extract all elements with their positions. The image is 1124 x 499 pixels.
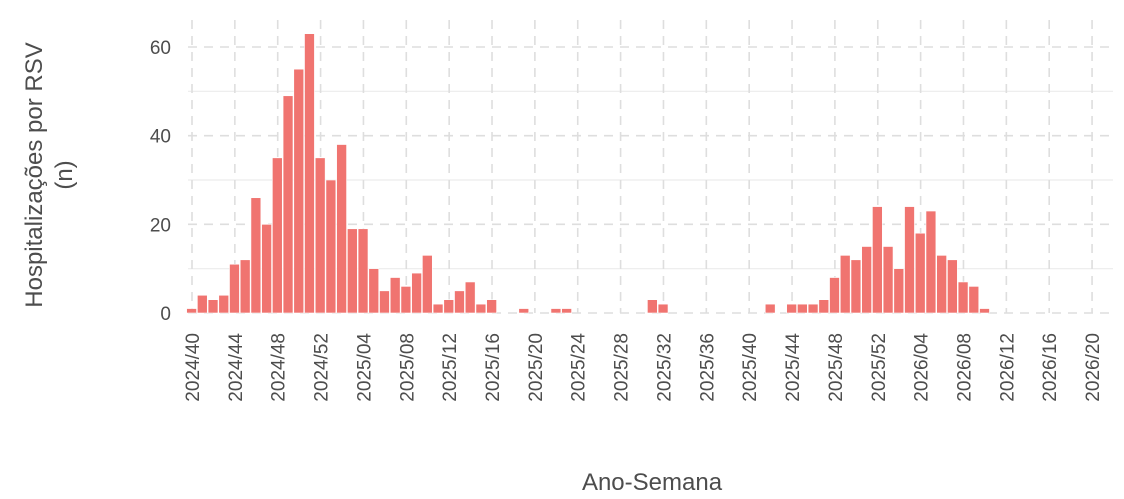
bar xyxy=(314,157,326,314)
bar xyxy=(797,303,808,314)
bar xyxy=(872,206,883,314)
bar xyxy=(561,308,572,314)
x-tick-label: 2025/44 xyxy=(783,333,804,402)
bar xyxy=(207,299,219,314)
bar xyxy=(261,224,272,314)
bar xyxy=(186,308,197,314)
bar xyxy=(325,179,337,314)
x-tick-label: 2026/16 xyxy=(1040,333,1061,402)
bar xyxy=(764,303,776,314)
bar xyxy=(518,308,530,314)
bar xyxy=(304,33,315,314)
x-tick-label: 2025/40 xyxy=(740,333,761,402)
y-tick-label: 40 xyxy=(150,127,171,148)
bar xyxy=(882,246,894,314)
x-axis-title: Ano-Semana xyxy=(582,469,723,496)
bar xyxy=(250,197,262,314)
x-tick-label: 2026/12 xyxy=(997,333,1018,402)
y-tick-label: 20 xyxy=(150,215,171,236)
x-tick-label: 2026/20 xyxy=(1083,333,1104,402)
bar xyxy=(818,299,830,314)
x-tick-label: 2024/52 xyxy=(312,333,333,402)
bar xyxy=(197,294,208,314)
bar xyxy=(957,281,969,314)
x-tick-label: 2025/52 xyxy=(869,333,890,402)
bar xyxy=(893,268,905,314)
bar xyxy=(229,263,240,314)
bar xyxy=(550,308,562,314)
x-tick-label: 2024/44 xyxy=(226,333,247,402)
bar xyxy=(947,259,958,314)
bar xyxy=(272,157,283,314)
bar xyxy=(850,259,862,314)
bar xyxy=(979,308,990,314)
bar xyxy=(968,286,980,314)
x-tick-label: 2025/32 xyxy=(654,333,675,402)
bar xyxy=(464,281,476,314)
bar xyxy=(368,268,380,314)
x-tick-label: 2026/08 xyxy=(954,333,975,402)
x-tick-label: 2025/36 xyxy=(697,333,718,402)
bar xyxy=(336,144,347,314)
x-tick-label: 2025/20 xyxy=(526,333,547,402)
bar xyxy=(379,290,390,314)
bar xyxy=(422,255,433,314)
bar xyxy=(443,299,455,314)
x-tick-label: 2024/40 xyxy=(183,333,204,402)
y-tick-label: 0 xyxy=(160,304,171,325)
bar xyxy=(239,259,251,314)
y-axis-title-line-2: (n) xyxy=(51,160,78,189)
bar xyxy=(218,294,230,314)
y-tick-label: 60 xyxy=(150,38,171,59)
bar xyxy=(432,303,444,314)
y-axis-ticks: 0 20 40 60 xyxy=(150,38,171,325)
bar xyxy=(400,286,412,314)
bar xyxy=(347,228,358,314)
bar xyxy=(925,210,937,314)
bar xyxy=(861,246,872,314)
x-axis-ticks: 2024/40 2024/44 2024/48 2024/52 2025/04 2025/… xyxy=(183,333,1104,402)
bar xyxy=(786,303,797,314)
x-tick-label: 2025/28 xyxy=(612,333,633,402)
x-tick-label: 2024/48 xyxy=(269,333,290,402)
x-tick-label: 2025/04 xyxy=(354,333,375,402)
bar xyxy=(839,255,851,314)
bar xyxy=(282,95,294,314)
bar xyxy=(293,68,305,314)
x-tick-label: 2025/48 xyxy=(826,333,847,402)
bar xyxy=(475,303,487,314)
bar xyxy=(829,277,840,314)
bars xyxy=(186,33,990,314)
y-axis-title-line-1: Hospitalizações por RSV xyxy=(21,42,48,307)
bar xyxy=(657,303,669,314)
bar xyxy=(389,277,401,314)
bar xyxy=(807,303,819,314)
y-axis-title: Hospitalizações por RSV (n) xyxy=(21,42,78,307)
x-tick-label: 2025/16 xyxy=(483,333,504,402)
bar xyxy=(454,290,465,314)
bar xyxy=(357,228,369,314)
bar xyxy=(486,299,497,314)
bar xyxy=(936,255,947,314)
x-tick-label: 2025/24 xyxy=(569,333,590,402)
x-tick-label: 2025/08 xyxy=(397,333,418,402)
x-tick-label: 2026/04 xyxy=(912,333,933,402)
bar xyxy=(411,272,422,314)
x-tick-label: 2025/12 xyxy=(440,333,461,402)
bar xyxy=(904,206,915,314)
bar xyxy=(914,232,926,314)
bar xyxy=(647,299,658,314)
